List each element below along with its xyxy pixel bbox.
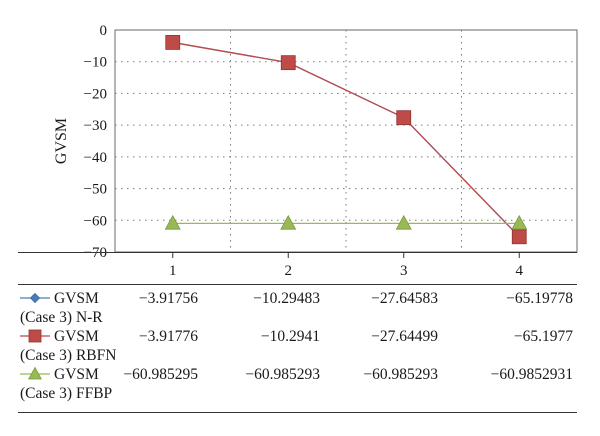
y-tick-label: −30 xyxy=(84,118,107,134)
legend-row-2: GVSM (Case 3) RBFN −3.91776 −10.2941 −27.644… xyxy=(20,328,573,364)
x-tick-label: 2 xyxy=(285,263,293,279)
data-point-3-3 xyxy=(395,214,412,230)
y-tick-label: −40 xyxy=(84,150,107,166)
data-value-label: −65.19778 xyxy=(506,290,573,307)
y-tick-label: −60 xyxy=(84,213,107,229)
series-line-2 xyxy=(172,41,520,238)
data-point-3-2 xyxy=(280,214,297,230)
legend-name-line2: (Case 3) N-R xyxy=(20,309,103,326)
data-point-3-4 xyxy=(511,214,528,230)
data-value-label: −27.64583 xyxy=(371,290,438,307)
data-point-2-2 xyxy=(280,55,296,71)
legend-marker-square xyxy=(28,329,42,343)
y-tick-label: −10 xyxy=(84,55,107,71)
series-group-3 xyxy=(164,214,528,230)
y-axis-label: GVSM xyxy=(53,118,70,164)
data-value-label: −10.2941 xyxy=(261,328,320,345)
y-tick-label: 0 xyxy=(100,23,108,39)
y-tick-label: −20 xyxy=(84,86,107,102)
data-value-label: −60.985293 xyxy=(245,366,320,383)
data-value-label: −3.91776 xyxy=(139,328,198,345)
data-value-label: −60.985295 xyxy=(123,366,198,383)
legend-row-1: GVSM (Case 3) N-R −3.91756 −10.29483 −27.645… xyxy=(20,290,573,326)
legend-name-line1: GVSM xyxy=(54,366,99,383)
y-axis-ticks: 0−10−20−30−40−50−60−70 xyxy=(84,23,107,261)
legend-marker-triangle xyxy=(28,366,42,380)
x-tick-label: 3 xyxy=(400,263,408,279)
data-point-2-3 xyxy=(396,110,412,126)
legend-name-line2: (Case 3) FFBP xyxy=(20,385,112,402)
data-value-label: −60.985293 xyxy=(363,366,438,383)
legend-name-line1: GVSM xyxy=(54,290,99,307)
data-value-label: −60.9852931 xyxy=(491,366,573,383)
x-tick-label: 1 xyxy=(169,263,177,279)
data-point-2-4 xyxy=(511,229,527,245)
legend-marker-diamond xyxy=(29,292,41,304)
series-group-2 xyxy=(165,35,527,245)
data-value-label: −10.29483 xyxy=(253,290,320,307)
legend-name-line2: (Case 3) RBFN xyxy=(20,347,116,364)
data-table: 1 2 3 4 GVSM (Case 3) N-R −3.91756 −10.29483 −27… xyxy=(18,252,577,413)
legend-name-line1: GVSM xyxy=(54,328,99,345)
x-tick-label: 4 xyxy=(516,263,524,279)
data-value-label: −27.64499 xyxy=(371,328,438,345)
data-point-3-1 xyxy=(164,214,181,230)
data-value-label: −65.1977 xyxy=(514,328,573,345)
data-point-2-1 xyxy=(165,35,181,50)
data-value-label: −3.91756 xyxy=(139,290,198,307)
data-series xyxy=(164,35,528,245)
grid-lines xyxy=(115,30,577,252)
legend-row-3: GVSM (Case 3) FFBP −60.985295 −60.985293 −60… xyxy=(20,366,573,402)
y-tick-label: −50 xyxy=(84,182,107,198)
